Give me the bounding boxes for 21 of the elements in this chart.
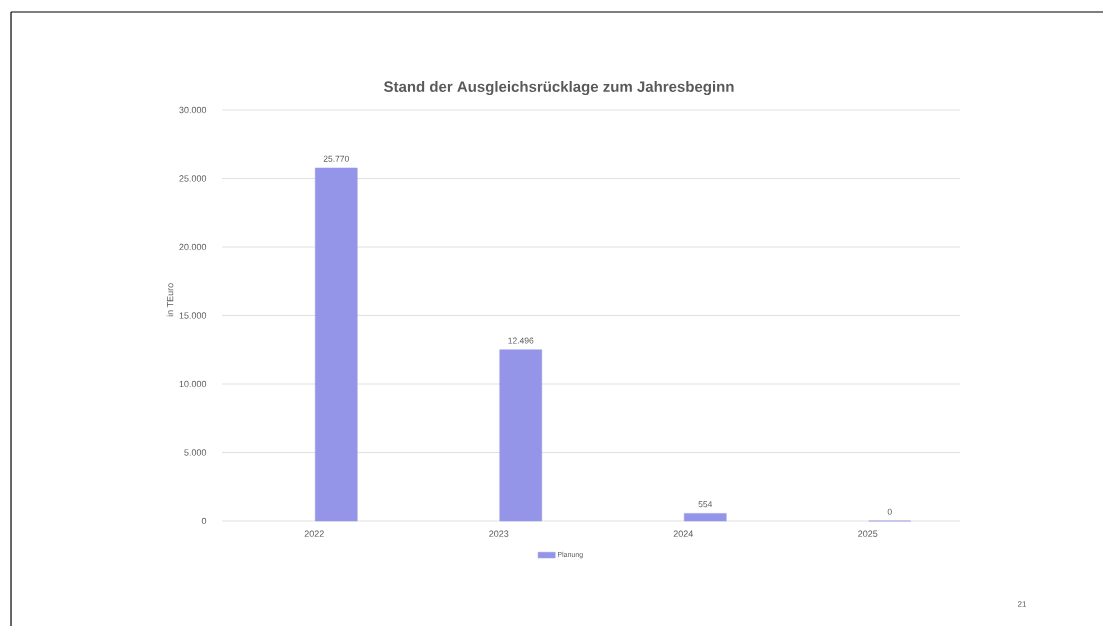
- x-tick-label: 2023: [489, 530, 509, 537]
- bar: [315, 167, 358, 522]
- y-tick-label: 15.000: [179, 312, 207, 319]
- y-axis-title: in TEuro: [166, 283, 174, 317]
- data-label: 25.770: [323, 155, 349, 162]
- chart-title: Stand der Ausgleichsrücklage zum Jahresbeginn: [383, 80, 734, 96]
- y-tick-label: 5.000: [184, 449, 207, 456]
- y-tick-label: 30.000: [179, 106, 207, 114]
- x-tick-label: 2022: [304, 530, 324, 537]
- y-tick-label: 25.000: [179, 175, 207, 182]
- bar: [499, 349, 542, 522]
- text: 21: [1017, 601, 1027, 607]
- y-tick-label: 10.000: [179, 380, 207, 388]
- data-label: 12.496: [508, 337, 534, 344]
- data-label: 0: [887, 508, 892, 515]
- y-tick-label: 0: [201, 517, 207, 525]
- x-tick-label: 2025: [858, 530, 878, 537]
- x-tick-label: 2024: [673, 530, 693, 537]
- data-label: 554: [698, 501, 713, 508]
- bar: [684, 513, 727, 522]
- y-tick-label: 20.000: [179, 243, 207, 251]
